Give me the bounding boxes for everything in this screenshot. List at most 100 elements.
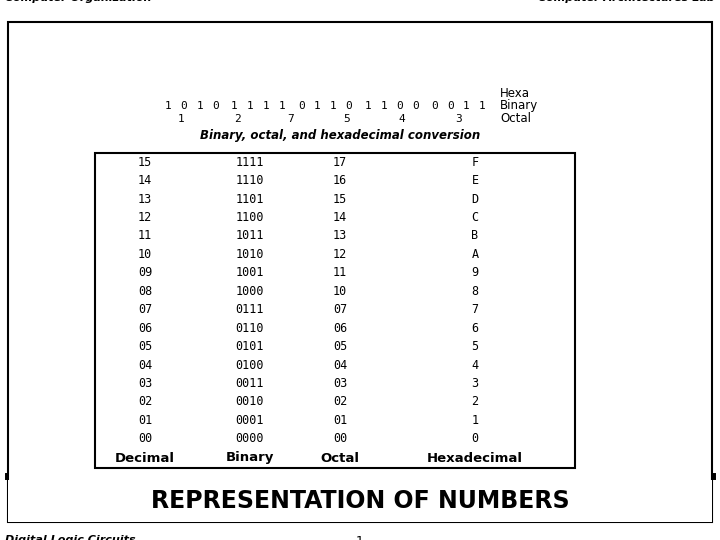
Text: 0001: 0001 xyxy=(235,414,264,427)
Text: 2: 2 xyxy=(472,395,479,408)
Text: 1: 1 xyxy=(165,101,171,111)
Text: A: A xyxy=(472,248,479,261)
Text: 11: 11 xyxy=(138,230,152,242)
Text: 01: 01 xyxy=(138,414,152,427)
Text: 00: 00 xyxy=(138,433,152,446)
Text: 7: 7 xyxy=(472,303,479,316)
Text: 03: 03 xyxy=(138,377,152,390)
Text: 1101: 1101 xyxy=(235,193,264,206)
Text: 1: 1 xyxy=(231,101,238,111)
Text: Binary: Binary xyxy=(226,451,274,464)
Text: 1110: 1110 xyxy=(235,174,264,187)
Text: 0: 0 xyxy=(412,101,419,111)
Text: 1: 1 xyxy=(279,101,286,111)
Text: 1: 1 xyxy=(356,535,364,540)
Text: 1: 1 xyxy=(263,101,270,111)
Text: 06: 06 xyxy=(333,322,347,335)
Text: 6: 6 xyxy=(472,322,479,335)
Text: 11: 11 xyxy=(333,266,347,279)
Text: 2: 2 xyxy=(234,114,240,124)
Text: 1: 1 xyxy=(472,414,479,427)
Text: Computer Architectures Lab: Computer Architectures Lab xyxy=(538,0,715,3)
Text: E: E xyxy=(472,174,479,187)
Text: 1: 1 xyxy=(247,101,254,111)
Text: 1: 1 xyxy=(197,101,203,111)
Text: 9: 9 xyxy=(472,266,479,279)
Text: 17: 17 xyxy=(333,156,347,168)
Text: 12: 12 xyxy=(333,248,347,261)
Text: 0111: 0111 xyxy=(235,303,264,316)
Text: Computer Organization: Computer Organization xyxy=(5,0,151,3)
Text: 15: 15 xyxy=(333,193,347,206)
Text: F: F xyxy=(472,156,479,168)
Text: 02: 02 xyxy=(333,395,347,408)
Text: 12: 12 xyxy=(138,211,152,224)
Text: 1001: 1001 xyxy=(235,266,264,279)
Text: 09: 09 xyxy=(138,266,152,279)
Text: 0: 0 xyxy=(346,101,352,111)
Text: 10: 10 xyxy=(138,248,152,261)
Text: Binary, octal, and hexadecimal conversion: Binary, octal, and hexadecimal conversio… xyxy=(200,129,480,141)
Text: 05: 05 xyxy=(333,340,347,353)
Text: 0011: 0011 xyxy=(235,377,264,390)
Text: 1011: 1011 xyxy=(235,230,264,242)
Text: 06: 06 xyxy=(138,322,152,335)
Text: 1: 1 xyxy=(178,114,184,124)
Text: 0: 0 xyxy=(298,101,305,111)
Text: 0: 0 xyxy=(472,433,479,446)
Text: 1010: 1010 xyxy=(235,248,264,261)
Text: Decimal: Decimal xyxy=(115,451,175,464)
Text: Octal: Octal xyxy=(320,451,359,464)
Text: 16: 16 xyxy=(333,174,347,187)
Text: 0110: 0110 xyxy=(235,322,264,335)
Text: 4: 4 xyxy=(399,114,405,124)
Text: 0: 0 xyxy=(181,101,187,111)
Text: 1: 1 xyxy=(479,101,485,111)
Text: 5: 5 xyxy=(472,340,479,353)
Text: 5: 5 xyxy=(343,114,349,124)
Text: 3: 3 xyxy=(472,377,479,390)
Text: 08: 08 xyxy=(138,285,152,298)
Text: 14: 14 xyxy=(138,174,152,187)
Text: 1100: 1100 xyxy=(235,211,264,224)
Text: 0: 0 xyxy=(447,101,454,111)
Text: 1000: 1000 xyxy=(235,285,264,298)
Text: Hexa: Hexa xyxy=(500,86,530,99)
Text: 0: 0 xyxy=(212,101,219,111)
Text: 1: 1 xyxy=(380,101,387,111)
Text: 1: 1 xyxy=(314,101,320,111)
Text: 1111: 1111 xyxy=(235,156,264,168)
Text: 7: 7 xyxy=(287,114,294,124)
Text: 04: 04 xyxy=(333,359,347,372)
Text: D: D xyxy=(472,193,479,206)
Text: 4: 4 xyxy=(472,359,479,372)
Text: 07: 07 xyxy=(333,303,347,316)
Text: 0: 0 xyxy=(431,101,438,111)
Text: 1: 1 xyxy=(463,101,469,111)
Text: 0100: 0100 xyxy=(235,359,264,372)
Text: 02: 02 xyxy=(138,395,152,408)
Text: Binary: Binary xyxy=(500,99,539,112)
Text: REPRESENTATION OF NUMBERS: REPRESENTATION OF NUMBERS xyxy=(150,489,570,513)
Text: 14: 14 xyxy=(333,211,347,224)
Text: 8: 8 xyxy=(472,285,479,298)
Text: 0000: 0000 xyxy=(235,433,264,446)
Text: 04: 04 xyxy=(138,359,152,372)
Text: Digital Logic Circuits: Digital Logic Circuits xyxy=(5,535,135,540)
Text: 13: 13 xyxy=(138,193,152,206)
Text: 05: 05 xyxy=(138,340,152,353)
Text: 15: 15 xyxy=(138,156,152,168)
Text: 10: 10 xyxy=(333,285,347,298)
Text: 3: 3 xyxy=(455,114,462,124)
Text: 1: 1 xyxy=(364,101,371,111)
Text: C: C xyxy=(472,211,479,224)
Text: 0010: 0010 xyxy=(235,395,264,408)
Text: Octal: Octal xyxy=(500,112,531,125)
Text: 0101: 0101 xyxy=(235,340,264,353)
Text: 0: 0 xyxy=(396,101,403,111)
Text: 1: 1 xyxy=(330,101,336,111)
Text: 01: 01 xyxy=(333,414,347,427)
Text: B: B xyxy=(472,230,479,242)
Text: 00: 00 xyxy=(333,433,347,446)
Text: Hexadecimal: Hexadecimal xyxy=(427,451,523,464)
